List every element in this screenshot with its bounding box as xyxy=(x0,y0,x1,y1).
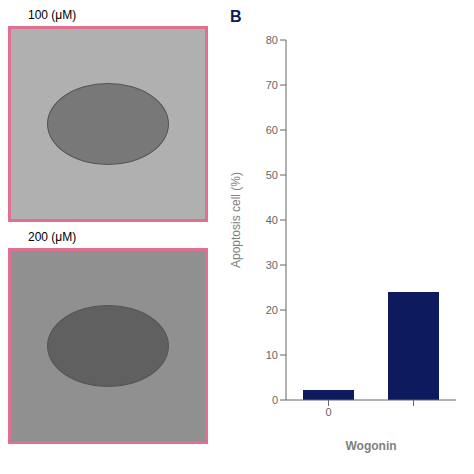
svg-text:30: 30 xyxy=(266,259,278,271)
svg-text:40: 40 xyxy=(266,214,278,226)
svg-text:80: 80 xyxy=(266,34,278,46)
svg-text:0: 0 xyxy=(325,406,331,418)
html-text:B: B xyxy=(230,8,242,25)
html-text:200 (μM): 200 (μM) xyxy=(28,230,77,244)
svg-text:60: 60 xyxy=(266,124,278,136)
svg-text:20: 20 xyxy=(266,304,278,316)
html-text:100 (μM): 100 (μM) xyxy=(28,8,77,22)
svg-text:70: 70 xyxy=(266,79,278,91)
svg-text:10: 10 xyxy=(266,349,278,361)
svg-text:Apoptosis cell (%): Apoptosis cell (%) xyxy=(229,172,243,268)
svg-text:0: 0 xyxy=(272,394,278,406)
svg-text:50: 50 xyxy=(266,169,278,181)
svg-text:Wogonin: Wogonin xyxy=(345,439,396,453)
